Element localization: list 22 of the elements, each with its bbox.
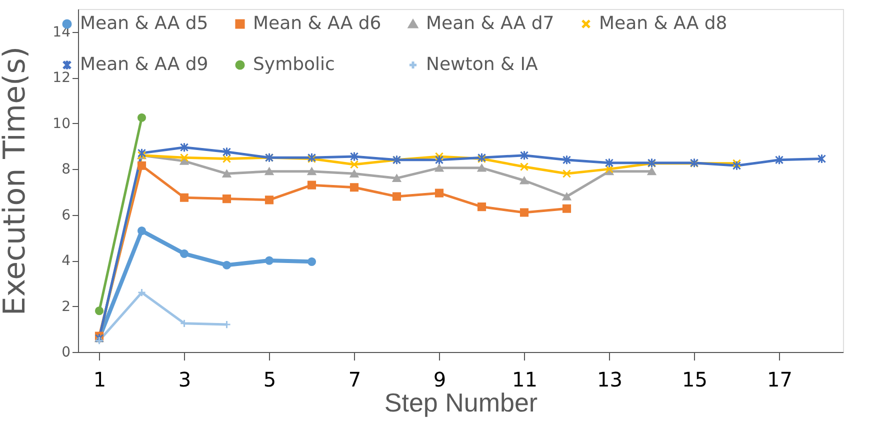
legend-label: Newton & IA: [426, 54, 539, 75]
x-tick-label: 7: [348, 368, 362, 392]
x-tick-label: 5: [263, 368, 276, 392]
y-tick-label: 6: [62, 207, 71, 224]
x-tick-label: 15: [682, 368, 708, 392]
y-tick-label: 0: [62, 344, 70, 360]
y-tick-label: 8: [62, 162, 70, 178]
x-tick-label: 13: [597, 368, 622, 392]
x-tick-label: 17: [767, 368, 792, 392]
legend-label: Mean & AA d5: [80, 13, 208, 34]
legend-label: Symbolic: [253, 54, 335, 75]
y-tick-label: 12: [52, 70, 70, 86]
x-tick-label: 3: [178, 368, 192, 392]
y-tick-label: 2: [62, 298, 70, 315]
x-tick-label: 1: [93, 368, 106, 392]
legend-label: Mean & AA d6: [253, 13, 382, 34]
y-tick-label: 10: [52, 116, 70, 132]
legend-label: Mean & AA d9: [80, 54, 208, 75]
legend-label: Mean & AA d8: [599, 13, 728, 34]
y-axis-title: Execution Time(s): [0, 46, 33, 316]
legend-label: Mean & AA d7: [426, 13, 554, 34]
y-tick-label: 4: [62, 253, 71, 270]
